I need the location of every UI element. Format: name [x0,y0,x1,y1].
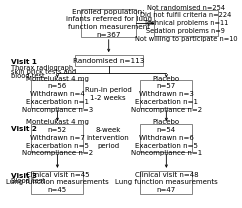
FancyBboxPatch shape [140,171,192,194]
FancyBboxPatch shape [31,171,83,194]
Text: Randomised n=113: Randomised n=113 [73,58,144,64]
FancyBboxPatch shape [140,124,192,151]
Text: Montelukast 4 mg
n=56
Withdrawn n=4
Exacerbation n=1
Noncompliance n=3: Montelukast 4 mg n=56 Withdrawn n=4 Exac… [22,76,93,113]
FancyBboxPatch shape [75,55,143,66]
FancyBboxPatch shape [31,80,83,108]
FancyBboxPatch shape [31,124,83,151]
Text: Visit 3: Visit 3 [11,173,37,179]
FancyBboxPatch shape [140,80,192,108]
Text: Run-in period
1-2 weeks: Run-in period 1-2 weeks [85,87,132,101]
Text: Montelukast 4 mg
n=52
Withdrawn n=7
Exacerbation n=5
Noncompliance n=2: Montelukast 4 mg n=52 Withdrawn n=7 Exac… [22,119,93,156]
Text: Placebo
n=54
Withdrawn n=6
Exacerbation n=5
Noncompliance n=1: Placebo n=54 Withdrawn n=6 Exacerbation … [131,119,202,156]
Text: Enrolled population:
infants referred for lung
function measurement
n=367: Enrolled population: infants referred fo… [66,9,152,38]
Text: Clinical visit n=48
Lung function measurements
n=47: Clinical visit n=48 Lung function measur… [115,172,218,193]
Text: Clinical visit n=45
Lung function measurements
n=45: Clinical visit n=45 Lung function measur… [6,172,109,193]
FancyBboxPatch shape [154,10,218,36]
Text: 8-week
intervention
period: 8-week intervention period [87,127,129,149]
Text: Blood test: Blood test [11,178,45,184]
Text: blood test: blood test [11,73,45,79]
Text: Not randomised n=254
Did not fulfil criteria n=224
Technical problems n=11
Sedat: Not randomised n=254 Did not fulfil crit… [135,5,237,42]
FancyBboxPatch shape [81,9,136,37]
Text: skin prick tests and: skin prick tests and [11,69,77,75]
Text: Visit 1: Visit 1 [11,59,37,65]
Text: Visit 2: Visit 2 [11,126,37,132]
Text: Thorax radiograph,: Thorax radiograph, [11,65,76,71]
Text: Placebo
n=57
Withdrawn n=3
Exacerbation n=1
Noncompliance n=2: Placebo n=57 Withdrawn n=3 Exacerbation … [131,76,202,113]
